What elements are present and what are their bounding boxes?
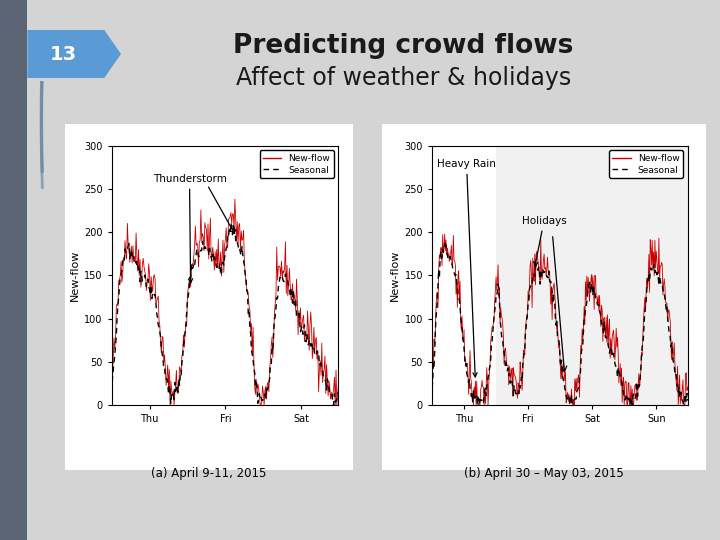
Y-axis label: New-flow: New-flow <box>70 249 80 301</box>
Seasonal <box>428 385 436 392</box>
Line: Seasonal: Seasonal <box>432 244 688 405</box>
Polygon shape <box>27 30 121 78</box>
New-flow <box>683 387 691 394</box>
New-flow <box>316 357 325 364</box>
Line: New-flow: New-flow <box>432 234 688 405</box>
New-flow <box>107 379 116 385</box>
New-flow <box>441 231 449 238</box>
Seasonal <box>107 388 116 395</box>
Seasonal <box>127 247 135 254</box>
Seasonal <box>445 256 454 262</box>
Seasonal <box>329 402 338 408</box>
Seasonal <box>683 390 691 397</box>
New-flow <box>428 386 436 393</box>
New-flow <box>469 402 477 408</box>
Seasonal <box>649 264 658 271</box>
Seasonal <box>308 343 317 349</box>
Seasonal <box>227 220 235 227</box>
New-flow <box>127 243 135 249</box>
New-flow <box>300 312 308 319</box>
Seasonal <box>315 362 324 368</box>
Seasonal <box>473 402 482 408</box>
New-flow <box>230 196 239 202</box>
New-flow <box>309 344 318 350</box>
New-flow <box>166 402 174 408</box>
Line: Seasonal: Seasonal <box>112 224 338 405</box>
New-flow <box>649 249 658 255</box>
Text: Predicting crowd flows: Predicting crowd flows <box>233 33 573 59</box>
Text: Affect of weather & holidays: Affect of weather & holidays <box>235 66 571 90</box>
Seasonal <box>222 245 230 251</box>
New-flow <box>611 346 620 353</box>
Seasonal <box>334 389 343 395</box>
Text: Thunderstorm: Thunderstorm <box>153 174 227 283</box>
Text: 13: 13 <box>50 44 76 64</box>
Bar <box>496 146 688 405</box>
Text: Holidays: Holidays <box>522 215 567 266</box>
Text: Heavy Rain: Heavy Rain <box>437 159 496 377</box>
New-flow <box>445 258 454 265</box>
New-flow <box>303 308 312 314</box>
New-flow <box>222 245 231 252</box>
New-flow <box>683 384 692 390</box>
Seasonal <box>436 249 445 255</box>
Seasonal <box>611 363 620 369</box>
Seasonal <box>299 331 307 338</box>
Text: (a) April 9-11, 2015: (a) April 9-11, 2015 <box>151 467 266 480</box>
Y-axis label: New-flow: New-flow <box>390 249 400 301</box>
Text: (b) April 30 – May 03, 2015: (b) April 30 – May 03, 2015 <box>464 467 624 480</box>
Line: New-flow: New-flow <box>112 199 338 405</box>
Seasonal <box>560 386 569 392</box>
Seasonal <box>683 397 692 404</box>
New-flow <box>334 382 343 388</box>
Legend: New-flow, Seasonal: New-flow, Seasonal <box>609 150 683 178</box>
Seasonal <box>441 240 449 247</box>
New-flow <box>560 377 569 383</box>
New-flow <box>436 245 445 251</box>
Seasonal <box>302 330 311 337</box>
Legend: New-flow, Seasonal: New-flow, Seasonal <box>260 150 334 178</box>
